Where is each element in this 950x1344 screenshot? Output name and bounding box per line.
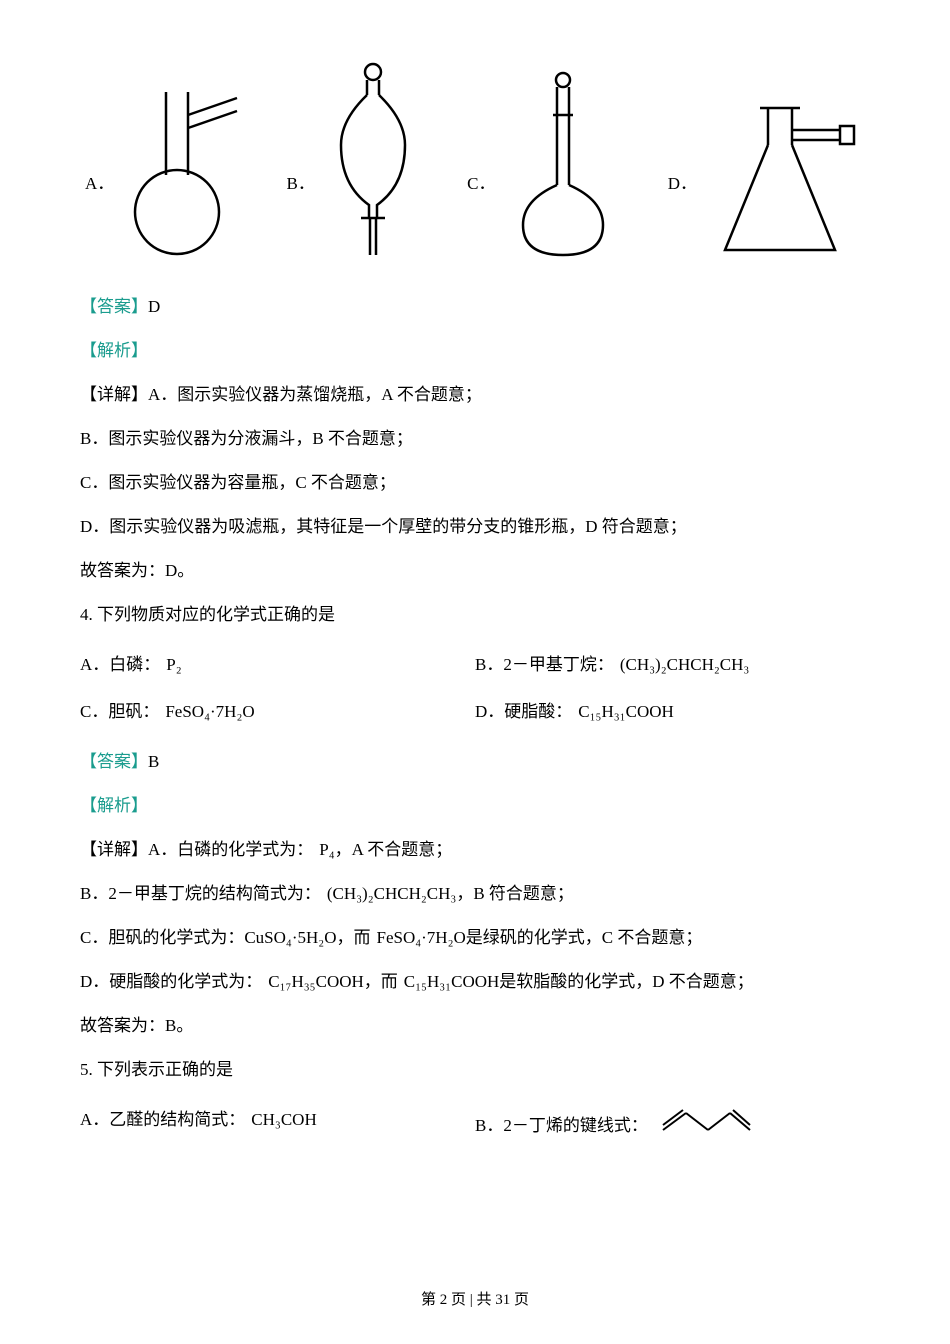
bondline-icon (658, 1105, 753, 1148)
q3-answer-row: 【答案】D (80, 290, 870, 324)
q4-answer-value: B (148, 752, 159, 771)
q4-option-b: B．2－甲基丁烷： (CH₃)₂CHCH₂CH₃ (475, 650, 870, 681)
q4-detail-b: B．2－甲基丁烷的结构简式为：(CH₃)₂CHCH₂CH₃，B 符合题意； (80, 877, 870, 911)
q3-analysis-label: 【解析】 (80, 334, 870, 368)
q4-option-c: C．胆矾： FeSO₄·7H₂O (80, 697, 475, 728)
q4-options: A．白磷： P₂ B．2－甲基丁烷： (CH₃)₂CHCH₂CH₃ C．胆矾： … (80, 642, 870, 735)
q5-a-formula: CH₃COH (251, 1105, 316, 1136)
page-footer: 第 2 页 | 共 31 页 (0, 1287, 950, 1314)
q4-conclusion: 故答案为：B。 (80, 1009, 870, 1043)
q3-detail-c: C．图示实验仪器为容量瓶，C 不合题意； (80, 466, 870, 500)
q3-detail-d: D．图示实验仪器为吸滤瓶，其特征是一个厚壁的带分支的锥形瓶，D 符合题意； (80, 510, 870, 544)
q4-d-formula: C₁₅H₃₁COOH (578, 697, 674, 728)
q3-detail-b: B．图示实验仪器为分液漏斗，B 不合题意； (80, 422, 870, 456)
q4-b-formula: (CH₃)₂CHCH₂CH₃ (620, 650, 750, 681)
option-c-label: C． (467, 169, 495, 260)
q4-c-formula: FeSO₄·7H₂O (165, 697, 254, 728)
suction-flask-icon (705, 100, 865, 260)
option-c: C． (467, 70, 623, 260)
apparatus-options-row: A． B． C． (80, 60, 870, 260)
q4-stem: 4. 下列物质对应的化学式正确的是 (80, 598, 870, 632)
option-b: B． (287, 60, 423, 260)
option-b-label: B． (287, 169, 315, 260)
q4-option-d: D．硬脂酸： C₁₅H₃₁COOH (475, 697, 870, 728)
q5-stem: 5. 下列表示正确的是 (80, 1053, 870, 1087)
q5-a-text: A．乙醛的结构简式： (80, 1105, 245, 1136)
volumetric-flask-icon (503, 70, 623, 260)
q4-detail-a: 【详解】A．白磷的化学式为：P₄，A 不合题意； (80, 833, 870, 867)
q4-c-text: C．胆矾： (80, 697, 159, 728)
distillation-flask-icon (122, 80, 242, 260)
option-d: D． (668, 100, 865, 260)
q5-b-text: B．2－丁烯的键线式： (475, 1111, 648, 1142)
q4-option-a: A．白磷： P₂ (80, 650, 475, 681)
q4-b-text: B．2－甲基丁烷： (475, 650, 614, 681)
q4-a-formula: P₂ (166, 650, 181, 681)
q4-answer-row: 【答案】B (80, 745, 870, 779)
q3-answer-value: D (148, 297, 160, 316)
option-a: A． (85, 80, 242, 260)
q5-option-b: B．2－丁烯的键线式： (475, 1105, 870, 1148)
q4-detail-d: D．硬脂酸的化学式为：C₁₇H₃₅COOH，而C₁₅H₃₁COOH是软脂酸的化学… (80, 965, 870, 999)
q4-a-text: A．白磷： (80, 650, 160, 681)
option-d-label: D． (668, 169, 697, 260)
q5-options: A．乙醛的结构简式： CH₃COH B．2－丁烯的键线式： (80, 1097, 870, 1156)
answer-label: 【答案】 (80, 297, 148, 316)
q4-analysis-label: 【解析】 (80, 789, 870, 823)
answer-label-q4: 【答案】 (80, 752, 148, 771)
separating-funnel-icon (323, 60, 423, 260)
q3-conclusion: 故答案为：D。 (80, 554, 870, 588)
option-a-label: A． (85, 169, 114, 260)
q4-d-text: D．硬脂酸： (475, 697, 572, 728)
q3-detail-a: 【详解】A．图示实验仪器为蒸馏烧瓶，A 不合题意； (80, 378, 870, 412)
q4-detail-c: C．胆矾的化学式为：CuSO₄·5H₂O，而FeSO₄·7H₂O是绿矾的化学式，… (80, 921, 870, 955)
q5-option-a: A．乙醛的结构简式： CH₃COH (80, 1105, 475, 1148)
